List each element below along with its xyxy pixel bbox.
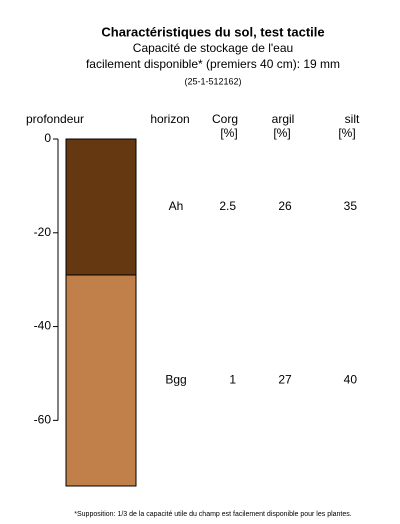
silt-value: 40: [344, 373, 358, 387]
column-unit: [%]: [220, 126, 237, 140]
y-tick-label: -40: [34, 319, 52, 333]
subtitle: facilement disponible* (premiers 40 cm):…: [86, 57, 340, 71]
column-unit: [%]: [338, 126, 355, 140]
subtitle: Capacité de stockage de l'eau: [133, 41, 293, 55]
y-tick-label: 0: [44, 131, 51, 145]
y-tick-label: -20: [34, 225, 52, 239]
column-header: Corg: [212, 112, 238, 126]
column-header: argil: [272, 112, 295, 126]
argil-value: 26: [278, 199, 292, 213]
soil-layer: [65, 274, 137, 487]
code: (25-1-512162): [184, 76, 241, 86]
argil-value: 27: [278, 373, 292, 387]
horizon-label: Bgg: [165, 373, 186, 387]
column-header: horizon: [150, 112, 189, 126]
corg-value: 2.5: [219, 199, 236, 213]
soil-layer: [65, 138, 137, 276]
y-tick-label: -60: [34, 413, 52, 427]
column-header: silt: [345, 112, 360, 126]
footnote: *Supposition: 1/3 de la capacité utile d…: [74, 511, 352, 518]
chart-title: Charactéristiques du sol, test tactile: [101, 24, 324, 39]
horizon-label: Ah: [169, 199, 184, 213]
y-label: profondeur: [26, 112, 84, 126]
column-unit: [%]: [273, 126, 290, 140]
corg-value: 1: [229, 373, 236, 387]
silt-value: 35: [344, 199, 358, 213]
